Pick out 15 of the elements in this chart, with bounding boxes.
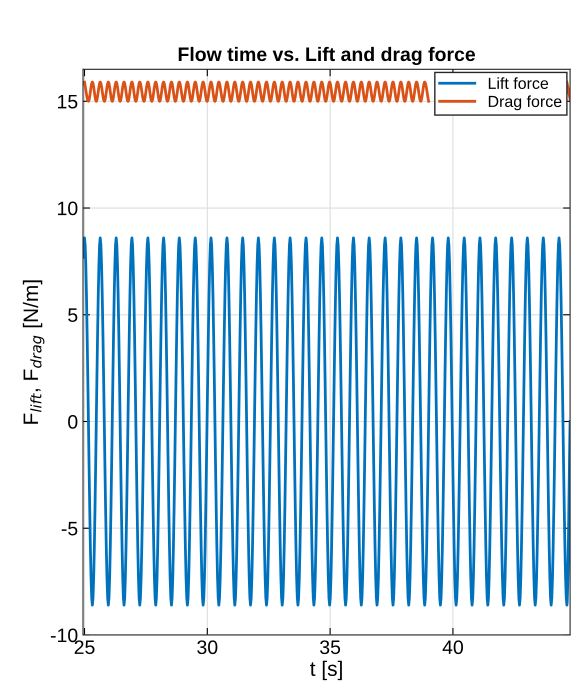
y-tick-label: 5	[68, 308, 78, 322]
legend-label: Lift force	[488, 77, 548, 89]
chart-title: Flow time vs. Lift and drag force	[178, 46, 475, 66]
x-axis-title: t [s]	[310, 660, 342, 680]
y-tick-label: -5	[62, 522, 78, 536]
y-tick-label: 15	[58, 94, 78, 109]
legend-label: Drag force	[488, 95, 562, 110]
y-tick-label: 10	[58, 201, 78, 216]
x-tick-label: 35	[320, 640, 340, 654]
x-tick-label: 40	[442, 640, 463, 654]
y-axis-title: F$_{lift}$, F$_{drag}$ [N/m]	[22, 280, 44, 424]
x-tick-label: 30	[197, 640, 218, 654]
y-tick-label: 0	[68, 414, 78, 429]
y-tick-label: -10	[50, 628, 78, 642]
x-tick-label: 25	[74, 640, 94, 654]
